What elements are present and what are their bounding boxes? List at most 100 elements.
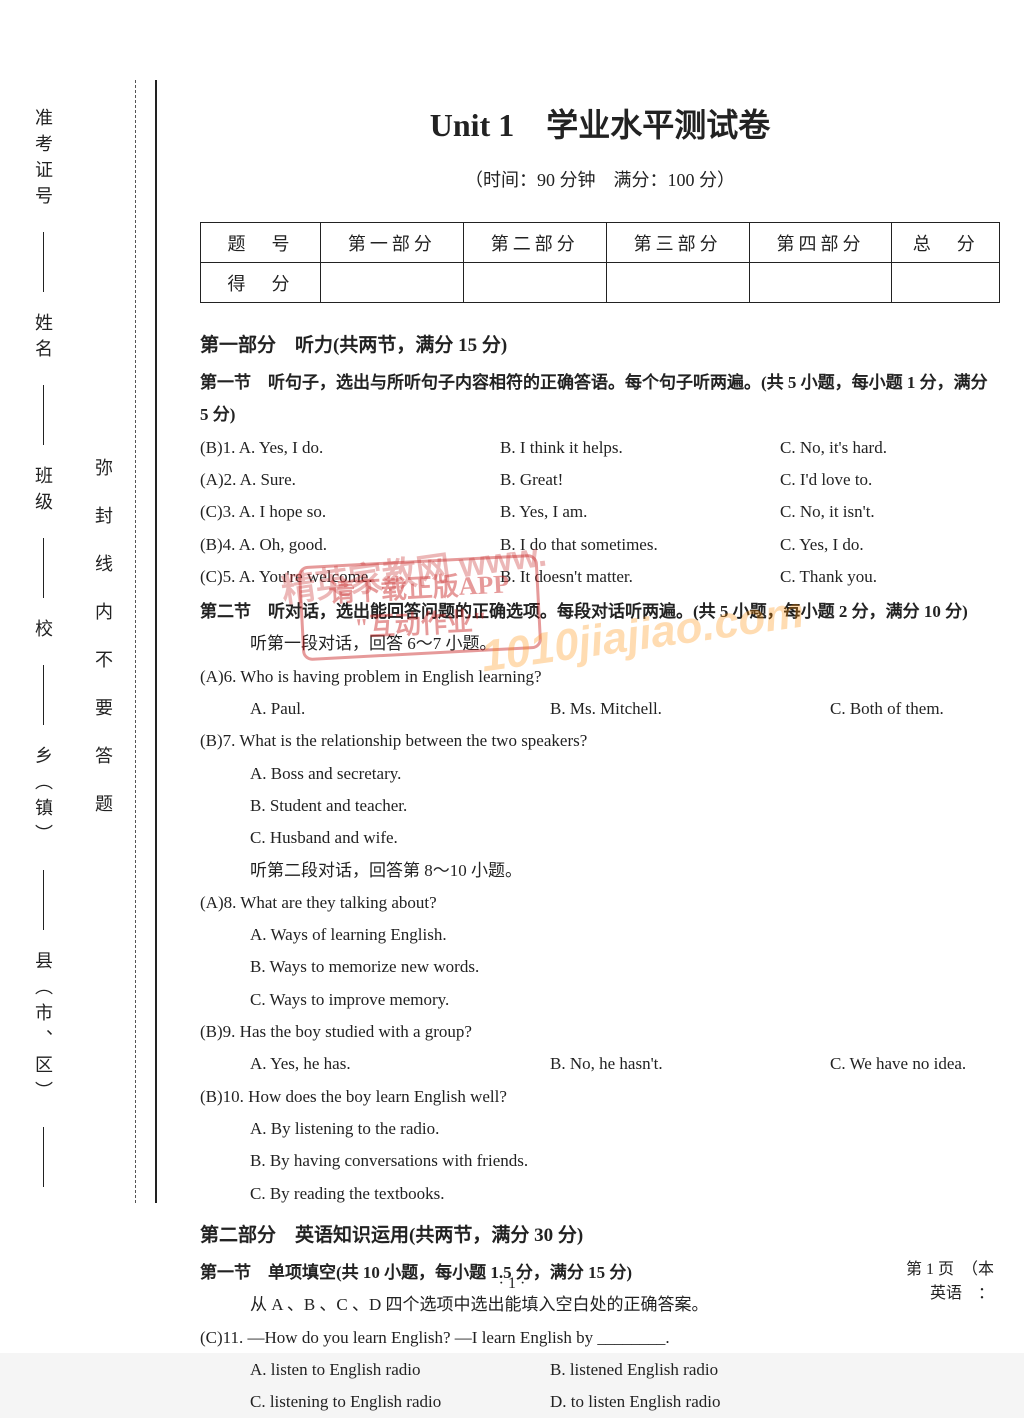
q-text: (B)9. Has the boy studied with a group? <box>200 1016 1000 1048</box>
content-area: Unit 1 学业水平测试卷 （时间：90 分钟 满分：100 分） 题 号 第… <box>200 100 1000 1418</box>
opt-b: B. Student and teacher. <box>200 790 1000 822</box>
col-header: 第三部分 <box>606 223 749 263</box>
underline <box>43 232 44 292</box>
exam-no-label: 准考证号 <box>30 108 56 212</box>
question-1: (B)1. A. Yes, I do. B. I think it helps.… <box>200 432 1000 464</box>
seal-line-text: 弥封线内不要答题 <box>90 100 116 1200</box>
footer-right: 第 1 页 （本 英语 ： <box>906 1255 994 1303</box>
part1-sec2-title: 第二节 听对话，选出能回答问题的正确选项。每段对话听两遍。(共 5 小题，每小题… <box>200 596 1000 628</box>
q-text: (B)10. How does the boy learn English we… <box>200 1081 1000 1113</box>
opt-d: D. to listen English radio <box>550 1386 850 1418</box>
footer-center: · 1 · <box>0 1275 1024 1293</box>
margin-line-solid <box>155 80 157 1203</box>
q-num: (C)3. <box>200 502 235 521</box>
opt-b: B. Ways to memorize new words. <box>200 951 1000 983</box>
question-6: (A)6. Who is having problem in English l… <box>200 661 1000 726</box>
opt-b: B. By having conversations with friends. <box>200 1145 1000 1177</box>
part2-instruction: 从 A 、B 、C 、D 四个选项中选出能填入空白处的正确答案。 <box>200 1289 1000 1321</box>
question-4: (B)4. A. Oh, good. B. I do that sometime… <box>200 529 1000 561</box>
q-num: (C)5. <box>200 567 235 586</box>
footer-right-2: 英语 ： <box>906 1279 994 1303</box>
score-cell <box>463 263 606 303</box>
table-row: 题 号 第一部分 第二部分 第三部分 第四部分 总 分 <box>201 223 1000 263</box>
opt-b: B. No, he hasn't. <box>550 1048 830 1080</box>
underline <box>43 870 44 930</box>
underline <box>43 1127 44 1187</box>
question-5: (C)5. A. You're welcome. B. It doesn't m… <box>200 561 1000 593</box>
col-header: 第四部分 <box>749 223 892 263</box>
score-table: 题 号 第一部分 第二部分 第三部分 第四部分 总 分 得 分 <box>200 222 1000 303</box>
q-text: (A)8. What are they talking about? <box>200 887 1000 919</box>
part1-sec1-title: 第一节 听句子，选出与所听句子内容相符的正确答语。每个句子听两遍。(共 5 小题… <box>200 367 1000 432</box>
opt-b: B. Ms. Mitchell. <box>550 693 830 725</box>
opt-c: C. Husband and wife. <box>200 822 1000 854</box>
table-row: 得 分 <box>201 263 1000 303</box>
question-9: (B)9. Has the boy studied with a group? … <box>200 1016 1000 1081</box>
opt-c: C. Ways to improve memory. <box>200 984 1000 1016</box>
question-2: (A)2. A. Sure. B. Great! C. I'd love to. <box>200 464 1000 496</box>
opt-c: C. Both of them. <box>830 693 1000 725</box>
opt-a: A. Boss and secretary. <box>200 758 1000 790</box>
opt-b: B. listened English radio <box>550 1354 850 1386</box>
score-cell <box>606 263 749 303</box>
col-header: 第二部分 <box>463 223 606 263</box>
opt-b: B. Yes, I am. <box>500 496 780 528</box>
opt-a: A. You're welcome. <box>239 567 373 586</box>
school-label: 校 <box>30 619 56 645</box>
opt-c: C. Yes, I do. <box>780 529 1000 561</box>
score-cell <box>321 263 464 303</box>
opt-c: C. listening to English radio <box>250 1386 550 1418</box>
class-label: 班级 <box>30 466 56 518</box>
q-num: (B)1. <box>200 438 235 457</box>
opt-a: A. By listening to the radio. <box>200 1113 1000 1145</box>
opt-c: C. No, it isn't. <box>780 496 1000 528</box>
row-label: 得 分 <box>201 263 321 303</box>
opt-a: A. Sure. <box>240 470 296 489</box>
part2-heading: 第二部分 英语知识运用(共两节，满分 30 分) <box>200 1218 1000 1254</box>
opt-c: C. We have no idea. <box>830 1048 1000 1080</box>
q-num: (B)4. <box>200 535 235 554</box>
opt-a: A. Paul. <box>250 693 550 725</box>
underline <box>43 385 44 445</box>
exam-page: 准考证号 姓名 班级 校 乡（镇） 县（市、区） 弥封线内不要答题 Unit 1… <box>0 0 1024 1353</box>
question-11: (C)11. —How do you learn English? —I lea… <box>200 1322 1000 1418</box>
student-info-column: 准考证号 姓名 班级 校 乡（镇） 县（市、区） <box>30 100 56 1200</box>
page-title: Unit 1 学业水平测试卷 <box>200 100 1000 146</box>
q-text: (A)6. Who is having problem in English l… <box>200 661 1000 693</box>
opt-b: B. Great! <box>500 464 780 496</box>
footer-right-1: 第 1 页 （本 <box>906 1255 994 1279</box>
question-3: (C)3. A. I hope so. B. Yes, I am. C. No,… <box>200 496 1000 528</box>
opt-a: A. Yes, I do. <box>239 438 324 457</box>
question-7: (B)7. What is the relationship between t… <box>200 725 1000 854</box>
part1-heading: 第一部分 听力(共两节，满分 15 分) <box>200 328 1000 364</box>
q-text: (B)7. What is the relationship between t… <box>200 725 1000 757</box>
opt-c: C. I'd love to. <box>780 464 1000 496</box>
q-num: (A)2. <box>200 470 236 489</box>
question-10: (B)10. How does the boy learn English we… <box>200 1081 1000 1210</box>
opt-a: A. Oh, good. <box>239 535 327 554</box>
county-label: 县（市、区） <box>30 951 56 1107</box>
opt-c: C. Thank you. <box>780 561 1000 593</box>
row-label: 题 号 <box>201 223 321 263</box>
underline <box>43 665 44 725</box>
opt-a: A. listen to English radio <box>250 1354 550 1386</box>
opt-b: B. It doesn't matter. <box>500 561 780 593</box>
dialog-1-intro: 听第一段对话，回答 6～7 小题。 <box>200 628 1000 660</box>
opt-c: C. No, it's hard. <box>780 432 1000 464</box>
col-header: 总 分 <box>892 223 1000 263</box>
score-cell <box>892 263 1000 303</box>
opt-b: B. I do that sometimes. <box>500 529 780 561</box>
binding-sidebar: 准考证号 姓名 班级 校 乡（镇） 县（市、区） 弥封线内不要答题 <box>30 100 140 1200</box>
name-label: 姓名 <box>30 313 56 365</box>
dialog-2-intro: 听第二段对话，回答第 8～10 小题。 <box>200 855 1000 887</box>
question-8: (A)8. What are they talking about? A. Wa… <box>200 887 1000 1016</box>
opt-b: B. I think it helps. <box>500 432 780 464</box>
opt-a: A. Ways of learning English. <box>200 919 1000 951</box>
score-cell <box>749 263 892 303</box>
opt-a: A. I hope so. <box>239 502 326 521</box>
town-label: 乡（镇） <box>30 746 56 850</box>
underline <box>43 538 44 598</box>
opt-a: A. Yes, he has. <box>250 1048 550 1080</box>
body-text: 第一部分 听力(共两节，满分 15 分) 第一节 听句子，选出与所听句子内容相符… <box>200 328 1000 1418</box>
page-subtitle: （时间：90 分钟 满分：100 分） <box>200 166 1000 192</box>
